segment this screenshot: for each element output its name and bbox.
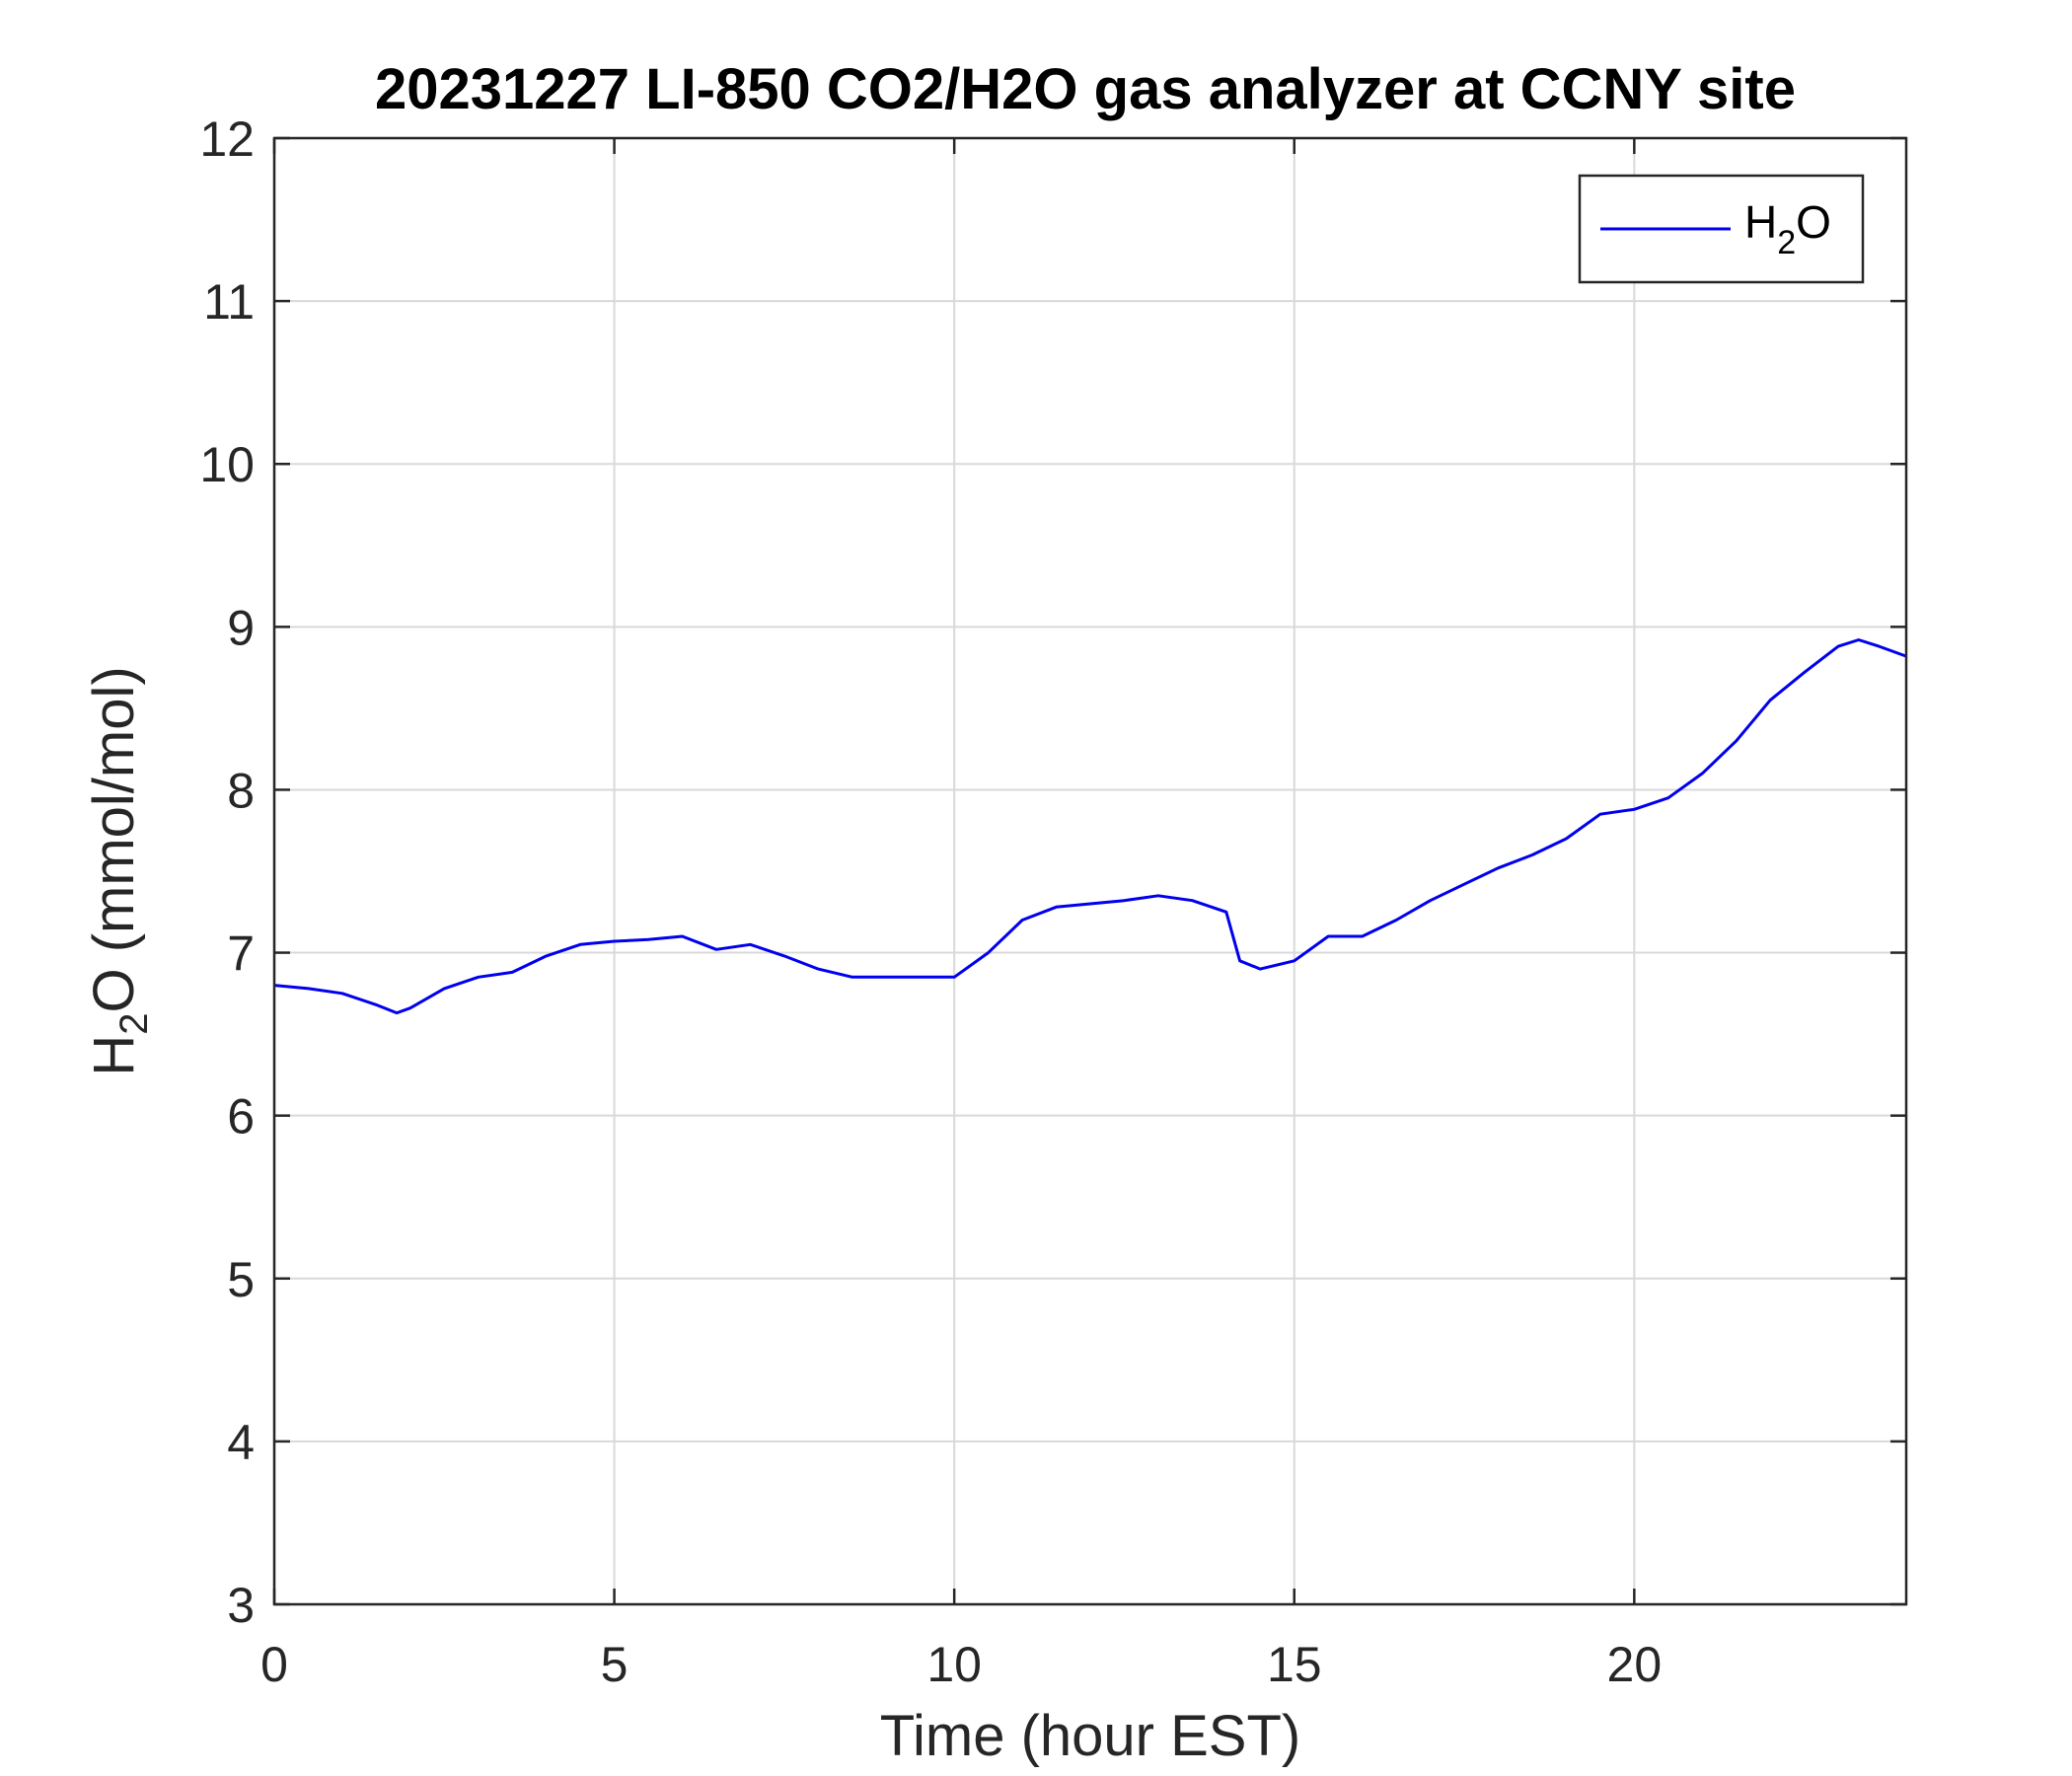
legend-label-subscript: 2 [1777, 224, 1796, 261]
series-layer [273, 638, 1907, 1015]
y-tick-label: 6 [227, 1089, 255, 1145]
y-tick-label: 3 [227, 1578, 255, 1633]
x-axis-title: Time (hour EST) [880, 1704, 1300, 1768]
y-tick-label: 7 [227, 926, 255, 982]
y-axis-title-subscript: 2 [112, 1013, 156, 1035]
y-axis-title-main: H [82, 1035, 146, 1076]
y-axis-title-rest: O (mmol/mol) [82, 666, 146, 1012]
x-tick-label: 15 [1267, 1637, 1322, 1692]
chart-title: 20231227 LI-850 CO2/H2O gas analyzer at … [375, 57, 1796, 121]
y-tick-label: 11 [203, 274, 255, 330]
x-tick-label: 10 [926, 1637, 982, 1692]
y-tick-label: 5 [227, 1252, 255, 1307]
legend: H2O [1578, 174, 1865, 284]
x-tick-label: 5 [601, 1637, 629, 1692]
x-tick-label: 0 [260, 1637, 288, 1692]
y-tick-label: 10 [199, 437, 255, 492]
axis-ticks: 0 5 10 15 20 3 4 5 6 7 8 9 10 11 12 [199, 111, 1906, 1692]
series-line-h2o [273, 638, 1907, 1015]
x-tick-label: 20 [1607, 1637, 1663, 1692]
legend-label-main: H [1744, 196, 1777, 248]
axes-frame [272, 136, 1908, 1606]
y-tick-label: 8 [227, 763, 255, 818]
y-tick-label: 4 [227, 1415, 255, 1470]
grid-lines [274, 138, 1906, 1604]
y-tick-label: 9 [227, 600, 255, 655]
legend-label-rest: O [1796, 196, 1831, 248]
y-tick-label: 12 [199, 111, 255, 167]
plot-area [274, 138, 1906, 1604]
y-axis-title: H2O (mmol/mol) [82, 666, 156, 1075]
legend-label-h2o: H2O [1744, 196, 1831, 261]
